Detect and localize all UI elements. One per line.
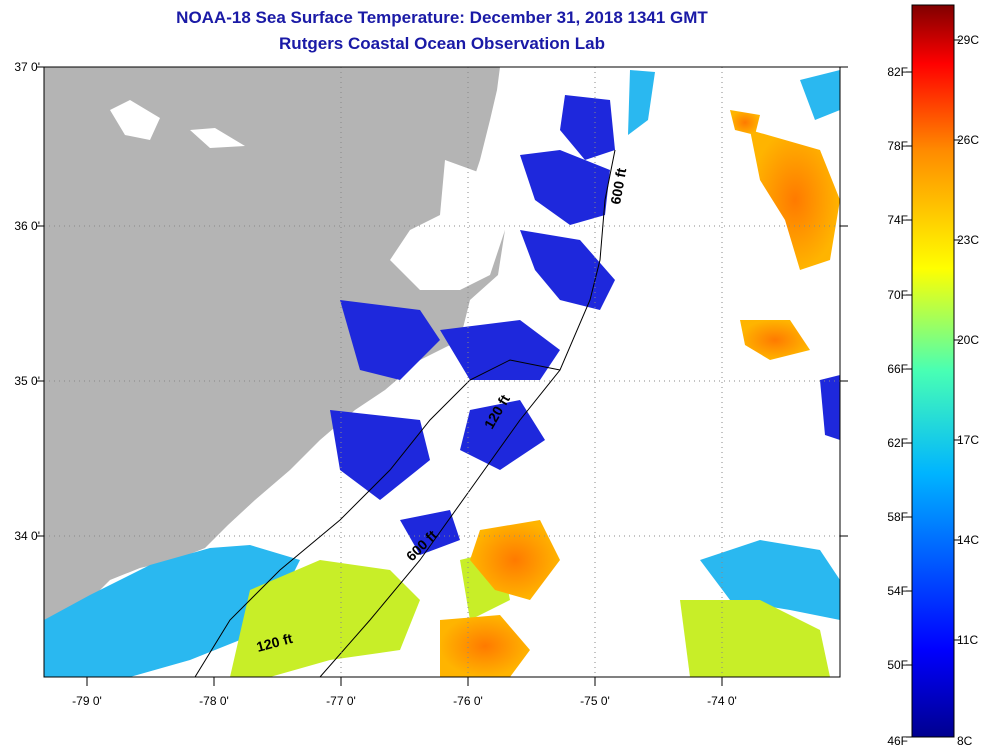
colorbar-label-26c: 26C [957, 133, 980, 147]
colorbar [911, 4, 955, 738]
cold-water-patches [330, 95, 840, 555]
lon-label-77: -77 0' [326, 694, 356, 708]
lat-label-34: 34 0' [14, 529, 40, 543]
colorbar-label-14c: 14C [957, 533, 980, 547]
map-subtitle: Rutgers Coastal Ocean Observation Lab [279, 34, 605, 53]
sound-water [390, 160, 505, 290]
colorbar-label-74f: 74F [887, 213, 908, 227]
land-mass [44, 67, 505, 650]
colorbar-label-17c: 17C [957, 433, 980, 447]
axis-ticks [36, 66, 848, 686]
graticule [44, 67, 840, 677]
map-frame [43, 66, 841, 678]
lon-label-79: -79 0' [72, 694, 102, 708]
bathymetry-contours [194, 149, 616, 677]
warm-water-patches [440, 110, 840, 677]
lon-label-74: -74 0' [707, 694, 737, 708]
colorbar-label-62f: 62F [887, 436, 908, 450]
colorbar-label-46f: 46F [887, 734, 908, 748]
colorbar-label-20c: 20C [957, 333, 980, 347]
colorbar-label-8c: 8C [957, 734, 973, 748]
lon-label-75: -75 0' [580, 694, 610, 708]
colorbar-label-50f: 50F [887, 658, 908, 672]
colorbar-label-58f: 58F [887, 510, 908, 524]
lat-label-36: 36 0' [14, 219, 40, 233]
colorbar-label-66f: 66F [887, 362, 908, 376]
lon-label-78: -78 0' [199, 694, 229, 708]
colorbar-label-54f: 54F [887, 584, 908, 598]
contour-label-600ft-north: 600 ft [607, 166, 629, 205]
colorbar-ticks [906, 39, 960, 738]
colorbar-label-78f: 78F [887, 139, 908, 153]
colorbar-label-11c: 11C [957, 633, 979, 647]
colorbar-label-29c: 29C [957, 33, 980, 47]
inland-water [110, 100, 245, 148]
colorbar-label-70f: 70F [887, 288, 908, 302]
lat-label-37: 37 0' [14, 60, 40, 74]
lon-label-76: -76 0' [453, 694, 483, 708]
lat-label-35: 35 0' [14, 374, 40, 388]
map-title: NOAA-18 Sea Surface Temperature: Decembe… [176, 8, 708, 27]
colorbar-label-82f: 82F [887, 65, 908, 79]
colorbar-label-23c: 23C [957, 233, 980, 247]
